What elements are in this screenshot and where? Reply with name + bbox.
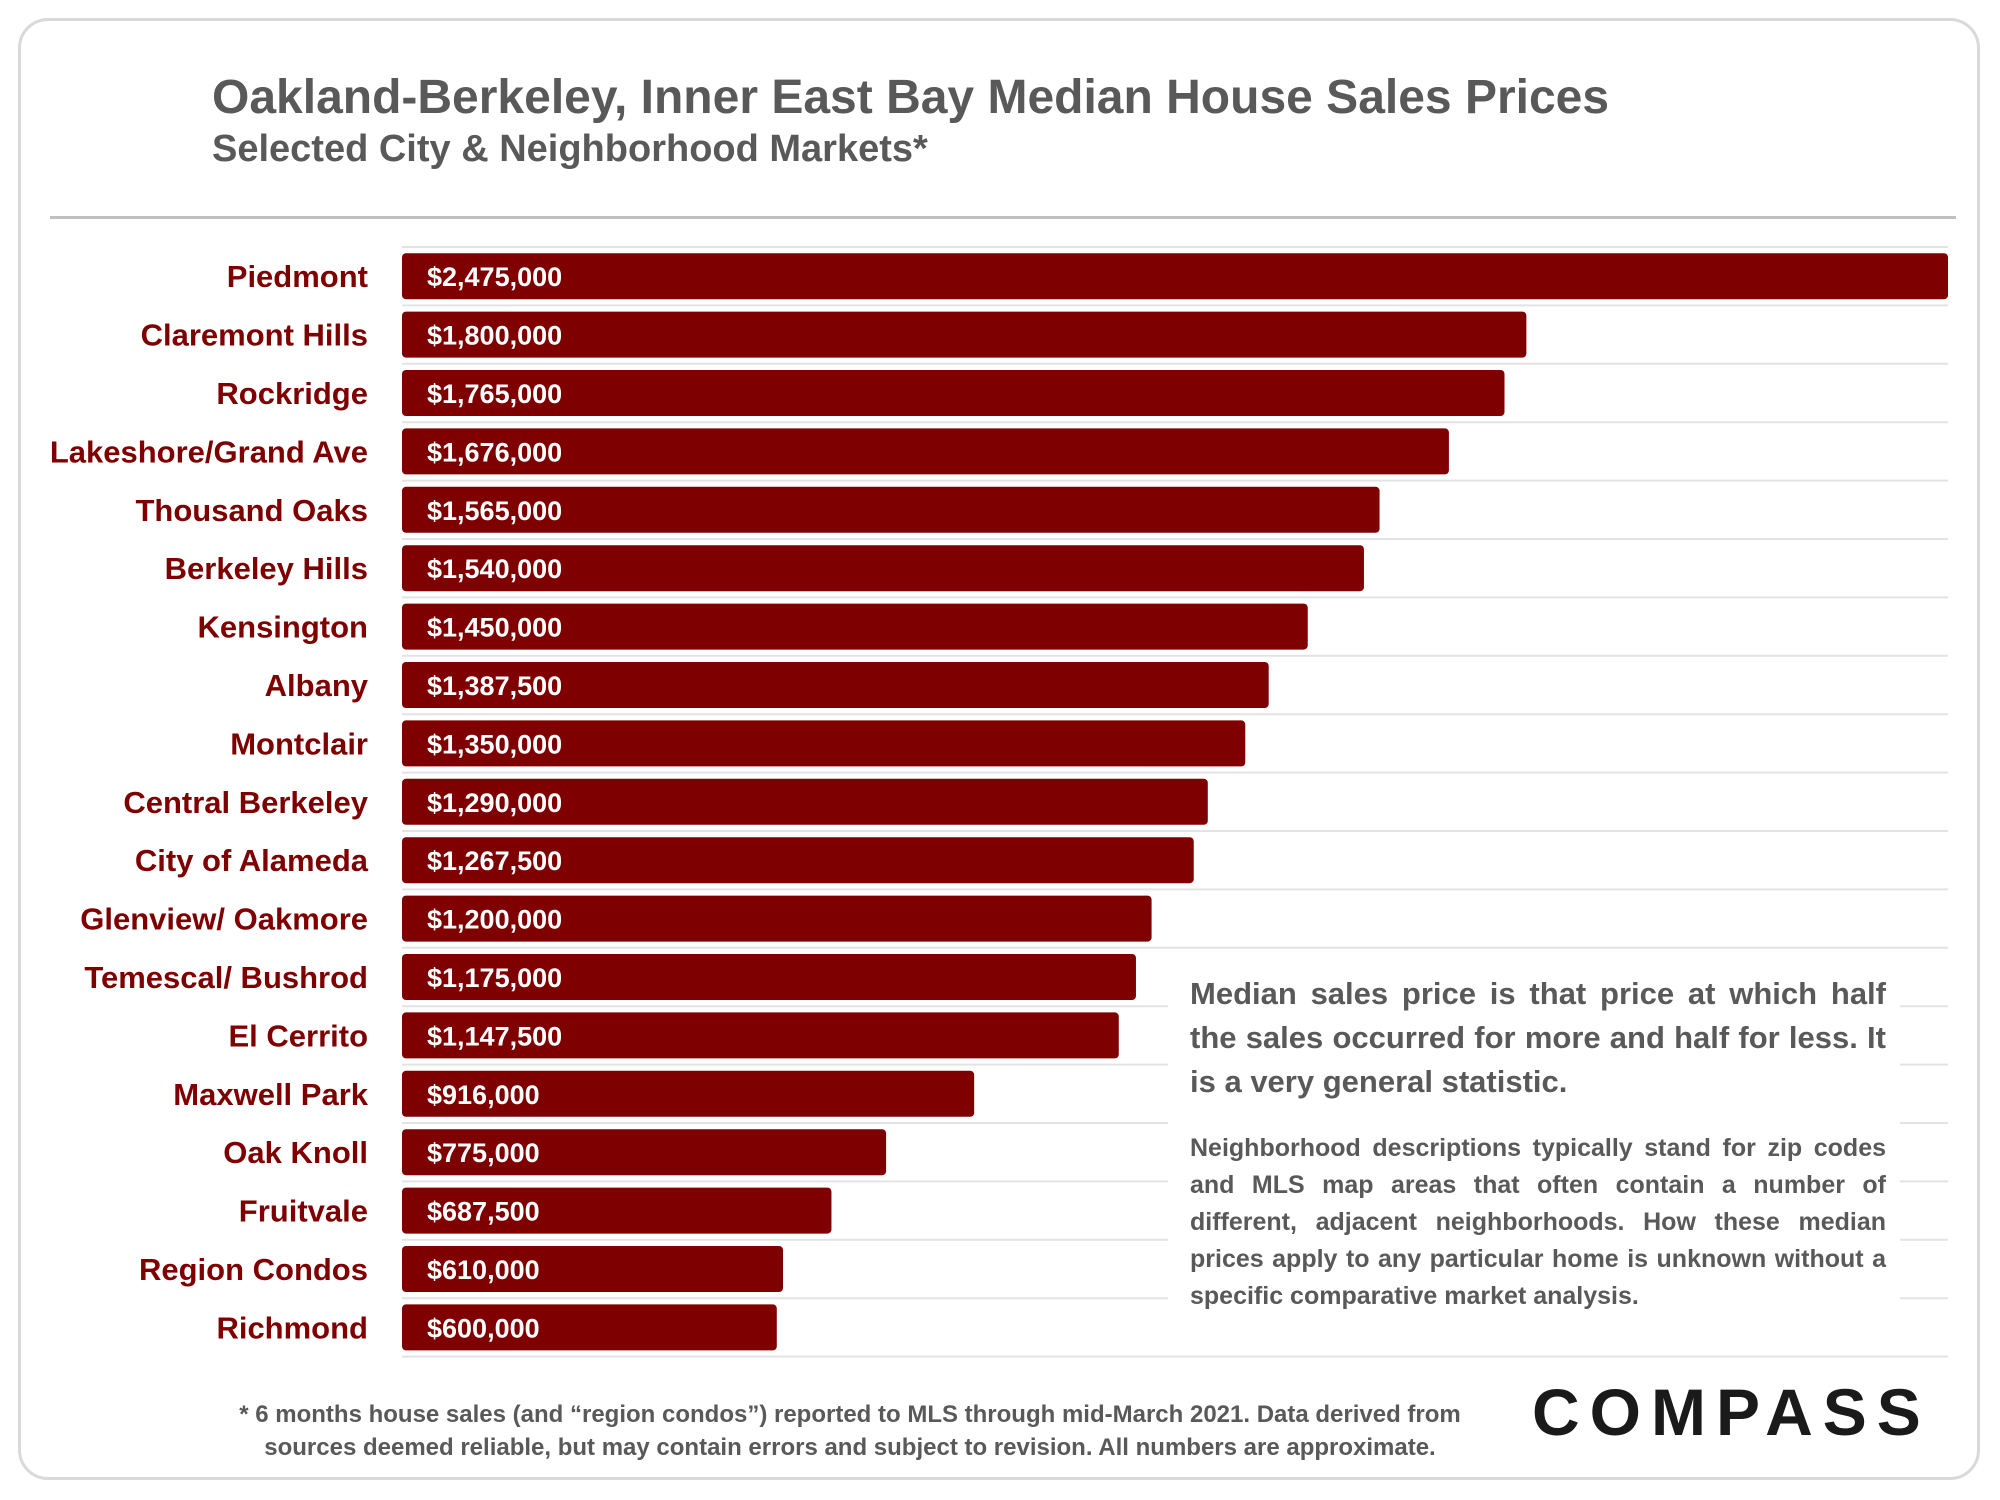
category-label: Maxwell Park: [173, 1077, 368, 1112]
bar: [402, 370, 1505, 416]
data-label: $1,450,000: [427, 613, 562, 643]
bar: [402, 603, 1308, 650]
data-label: $1,387,500: [427, 671, 562, 701]
category-label: El Cerrito: [228, 1018, 368, 1053]
bar: [402, 545, 1364, 592]
data-label: $600,000: [427, 1313, 540, 1343]
bar: [402, 253, 1948, 300]
footnote-line-1: * 6 months house sales (and “region cond…: [239, 1401, 1461, 1428]
bar: [402, 778, 1208, 825]
annotation-detail: Neighborhood descriptions typically stan…: [1190, 1134, 1886, 1310]
category-label: Montclair: [230, 726, 368, 761]
data-label: $1,350,000: [427, 729, 562, 759]
data-label: $916,000: [427, 1080, 540, 1110]
data-label: $1,267,500: [427, 846, 562, 876]
category-label: Kensington: [198, 610, 369, 645]
footnote-line-2: sources deemed reliable, but may contain…: [264, 1434, 1436, 1461]
category-label: Glenview/ Oakmore: [80, 902, 368, 937]
bar: [402, 311, 1527, 358]
data-label: $1,676,000: [427, 437, 562, 467]
data-label: $1,175,000: [427, 963, 562, 993]
category-label: Rockridge: [216, 376, 368, 411]
chart-title: Oakland-Berkeley, Inner East Bay Median …: [212, 71, 1610, 124]
data-label: $1,565,000: [427, 496, 562, 526]
data-label: $687,500: [427, 1197, 540, 1227]
data-label: $1,800,000: [427, 321, 562, 351]
annotation-box: Median sales price is that price at whic…: [1168, 960, 1900, 1327]
category-label: Richmond: [216, 1310, 368, 1345]
category-label: Fruitvale: [239, 1194, 368, 1229]
category-label: Central Berkeley: [123, 785, 368, 820]
bar: [402, 837, 1194, 884]
bar: [402, 1129, 887, 1176]
data-label: $1,540,000: [427, 554, 562, 584]
category-label: Oak Knoll: [223, 1135, 368, 1170]
annotation-main: Median sales price is that price at whic…: [1190, 976, 1886, 1099]
data-label: $610,000: [427, 1255, 540, 1285]
chart-subtitle: Selected City & Neighborhood Markets*: [212, 128, 928, 170]
data-label: $1,765,000: [427, 379, 562, 409]
category-label: Claremont Hills: [141, 318, 368, 353]
bar: [402, 1070, 975, 1117]
category-label: Temescal/ Bushrod: [84, 960, 368, 995]
bar: [402, 428, 1449, 475]
bar: [402, 954, 1136, 1000]
bar: [402, 720, 1246, 767]
compass-logo: COMPASS: [1532, 1375, 1931, 1449]
bar: [402, 1246, 784, 1292]
bar: [402, 1012, 1119, 1059]
category-label: Region Condos: [139, 1252, 368, 1287]
data-label: $1,290,000: [427, 788, 562, 818]
data-label: $2,475,000: [427, 262, 562, 292]
title-divider: [50, 216, 1956, 219]
bar: [402, 486, 1380, 533]
category-label: Berkeley Hills: [165, 551, 368, 586]
data-label: $1,200,000: [427, 905, 562, 935]
category-label: Albany: [265, 668, 369, 703]
bar: [402, 1187, 832, 1234]
footnote: * 6 months house sales (and “region cond…: [200, 1398, 1500, 1464]
category-label: Piedmont: [227, 259, 368, 294]
data-label: $1,147,500: [427, 1021, 562, 1051]
data-label: $775,000: [427, 1138, 540, 1168]
bar: [402, 1304, 777, 1351]
category-label: Lakeshore/Grand Ave: [50, 434, 368, 469]
category-label: City of Alameda: [135, 843, 369, 878]
category-label: Thousand Oaks: [135, 493, 368, 528]
bar: [402, 895, 1152, 942]
bar: [402, 662, 1269, 708]
